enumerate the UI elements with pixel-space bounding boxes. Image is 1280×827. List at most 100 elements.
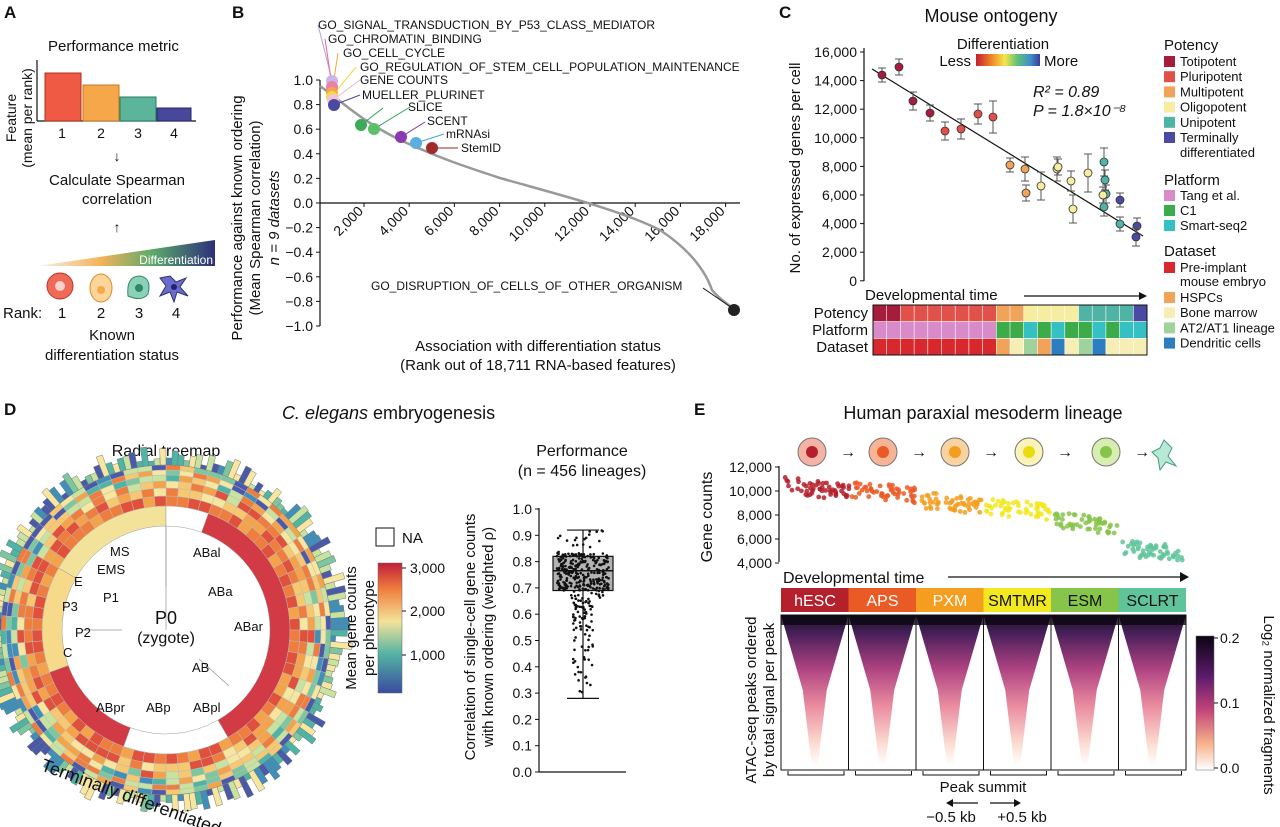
treemap-segment <box>165 457 173 466</box>
e-cell-point <box>1175 553 1181 559</box>
legend-swatch <box>1164 116 1175 128</box>
e-ylabel: Gene counts <box>699 472 716 563</box>
d-lineage-point <box>556 579 560 583</box>
e-cell-point <box>962 510 968 515</box>
e-cell-point <box>947 500 953 506</box>
treemap-segment <box>5 615 12 631</box>
b-ann-10: StemID <box>461 141 501 155</box>
e-cell-point <box>954 495 960 501</box>
c-track-cell <box>1119 321 1134 339</box>
d-y-ticks: 1.0 0.9 0.8 0.7 0.6 0.5 0.4 0.3 0.2 0.1 0.0 <box>513 501 539 780</box>
d-lineage-point <box>582 582 585 586</box>
c-track-cell <box>968 304 984 323</box>
e-cell-point <box>1129 541 1134 547</box>
legend-label: HSPCs <box>1180 290 1223 305</box>
d-lineage-point <box>564 564 567 568</box>
d-ytick-label: 0.7 <box>513 580 533 596</box>
e-cell-point <box>924 493 930 498</box>
c-track-cell <box>886 321 902 339</box>
e-cell-point <box>841 485 847 490</box>
a-tick-1: 1 <box>58 125 66 141</box>
treemap-segment <box>299 617 309 631</box>
e-peak-brackets <box>787 771 1182 776</box>
d-lineage-point <box>573 603 577 607</box>
d-ytick-label: 0.9 <box>513 527 533 543</box>
e-cell-point <box>819 488 825 494</box>
treemap-segment <box>165 763 179 773</box>
d-lineage-point <box>583 633 587 636</box>
e-cell-point <box>827 488 833 494</box>
e-cell-point <box>816 494 822 500</box>
c-track-cell <box>1133 321 1148 339</box>
c-data-point <box>1098 190 1108 200</box>
e-cell-point <box>993 502 998 508</box>
e-cbar-tick-2: 0.1 <box>1220 695 1240 711</box>
e-cell-point <box>859 487 865 493</box>
d-node-zygote: (zygote) <box>137 630 195 647</box>
c-track-cell <box>1105 304 1121 323</box>
c-track-cell <box>1009 338 1025 356</box>
d-lineage-point <box>562 587 566 591</box>
panel-label-e: E <box>694 400 705 419</box>
d-lineage-point <box>575 555 579 558</box>
e-stage-cells: → → → → → <box>797 437 1178 472</box>
e-arrow-icon: → <box>1057 444 1073 461</box>
d-lineage-point <box>575 536 578 540</box>
c-data-point <box>908 96 918 106</box>
e-cell-point <box>1158 555 1164 561</box>
c-data-point <box>1099 202 1109 212</box>
d-lineage-point <box>587 645 590 649</box>
e-cell-point <box>1060 516 1065 522</box>
d-lineage-point <box>565 539 569 542</box>
c-track-cell <box>872 304 888 323</box>
a-tick-2: 2 <box>97 125 105 141</box>
d-lineage-point <box>601 594 605 597</box>
d-lineage-point <box>591 558 595 562</box>
d-lineage-point <box>595 586 599 590</box>
e-atac-heatmap <box>780 614 1187 771</box>
d-cbar-tick-2: 2,000 <box>410 603 445 619</box>
d-lineage-point <box>602 584 606 588</box>
d-lineage-point <box>597 577 601 581</box>
d-lineage-point <box>572 628 576 632</box>
a-rank-2: 2 <box>97 305 105 322</box>
d-lineage-point <box>564 583 568 586</box>
c-diff-gradient <box>976 54 1040 66</box>
e-stage-box <box>983 588 1051 612</box>
legend-label: Terminally <box>1180 130 1239 145</box>
d-lineage-point <box>561 556 565 560</box>
e-cell-point <box>1122 551 1128 557</box>
e-cell-point <box>895 491 901 497</box>
e-cell-point <box>958 495 964 501</box>
d-lineage-point <box>594 561 597 565</box>
b-ann-11: GO_DISRUPTION_OF_CELLS_OF_OTHER_ORGANISM <box>371 279 682 293</box>
d-lineage-point <box>579 625 583 628</box>
c-annotation-tracks <box>872 304 1148 356</box>
point-plurinet <box>328 99 340 111</box>
d-lineage-point <box>579 599 583 602</box>
c-track-cell <box>900 338 915 356</box>
d-lineage-point <box>579 670 583 674</box>
treemap-segment <box>330 635 336 643</box>
d-lineage-point <box>585 628 589 632</box>
d-ytick-label: 0.2 <box>513 711 533 727</box>
d-lineage-point <box>557 550 560 554</box>
d-lineage-point <box>579 628 583 631</box>
treemap-segment <box>151 469 167 476</box>
b-xlabel-2: (Rank out of 18,711 RNA-based features) <box>400 357 676 374</box>
d-lineage-point <box>600 582 603 586</box>
c-track-cell <box>941 338 956 356</box>
c-track-cell <box>1050 338 1066 356</box>
d-lineage-point <box>567 552 570 556</box>
treemap-segment <box>0 629 2 637</box>
e-cell-point <box>807 481 813 486</box>
d-lineage-point <box>588 604 592 608</box>
d-lineage-point <box>578 553 581 557</box>
treemap-segment <box>314 629 322 644</box>
e-cell-point <box>813 482 819 488</box>
d-lineage-point <box>594 592 598 596</box>
d-lineage-point <box>576 605 579 608</box>
d-lineage-point <box>574 597 578 601</box>
